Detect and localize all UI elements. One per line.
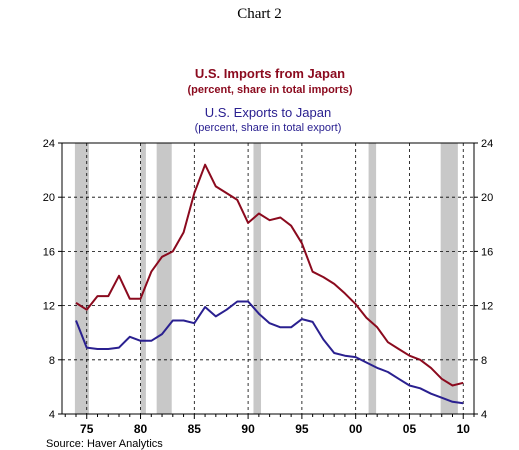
y-tick-label-left-20: 20 bbox=[43, 192, 55, 204]
y-tick-label-right-12: 12 bbox=[481, 301, 493, 313]
x-tick-label-00: 00 bbox=[349, 422, 363, 436]
x-tick-label-95: 95 bbox=[295, 422, 309, 436]
x-tick-label-80: 80 bbox=[134, 422, 148, 436]
recession-band-4 bbox=[368, 143, 377, 414]
plot-frame bbox=[61, 142, 475, 415]
exports-subtitle: (percent, share in total export) bbox=[195, 122, 342, 134]
x-tick-label-75: 75 bbox=[80, 422, 94, 436]
x-tick-label-90: 90 bbox=[241, 422, 255, 436]
imports-subtitle: (percent, share in total imports) bbox=[187, 84, 352, 96]
y-tick-label-left-8: 8 bbox=[49, 355, 55, 367]
y-tick-label-right-24: 24 bbox=[481, 138, 493, 150]
recession-band-3 bbox=[253, 143, 262, 414]
exports-line bbox=[75, 300, 464, 405]
y-tick-label-right-16: 16 bbox=[481, 246, 493, 258]
recession-band-5 bbox=[440, 143, 458, 414]
gridlines bbox=[62, 143, 474, 414]
y-tick-label-left-4: 4 bbox=[49, 409, 55, 421]
imports-title: U.S. Imports from Japan bbox=[195, 66, 345, 81]
source-note: Source: Haver Analytics bbox=[46, 438, 163, 450]
y-tick-label-left-24: 24 bbox=[43, 138, 55, 150]
imports-line bbox=[75, 163, 464, 387]
y-axis-right: 4 8 12 16 20 24 bbox=[474, 138, 493, 421]
y-tick-label-right-8: 8 bbox=[481, 355, 487, 367]
recession-bands bbox=[74, 143, 458, 414]
recession-band-1 bbox=[140, 143, 146, 414]
y-tick-label-left-16: 16 bbox=[43, 246, 55, 258]
page-title: Chart 2 bbox=[237, 6, 282, 22]
x-axis: 75 80 85 90 95 00 05 10 bbox=[64, 414, 475, 436]
y-tick-label-right-20: 20 bbox=[481, 192, 493, 204]
x-tick-label-05: 05 bbox=[403, 422, 417, 436]
exports-title: U.S. Exports to Japan bbox=[205, 105, 331, 120]
x-tick-label-85: 85 bbox=[188, 422, 202, 436]
y-axis-left: 4 8 12 16 20 24 bbox=[43, 138, 62, 421]
y-tick-label-left-12: 12 bbox=[43, 301, 55, 313]
y-tick-label-right-4: 4 bbox=[481, 409, 487, 421]
series-lines bbox=[75, 163, 464, 405]
x-tick-label-10: 10 bbox=[457, 422, 471, 436]
recession-band-2 bbox=[156, 143, 172, 414]
